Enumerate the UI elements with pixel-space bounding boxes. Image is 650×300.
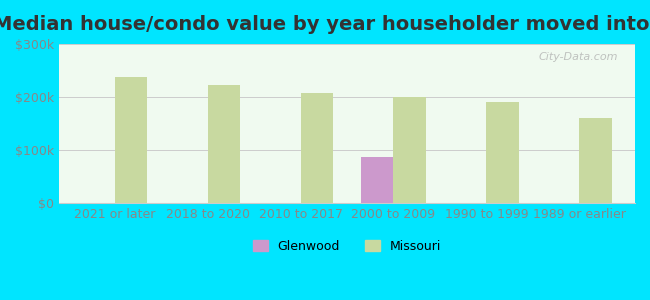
- Bar: [207, 85, 240, 203]
- Bar: [486, 102, 519, 203]
- Bar: [300, 93, 333, 203]
- Bar: [361, 157, 393, 203]
- Bar: [393, 97, 426, 203]
- Text: City-Data.com: City-Data.com: [538, 52, 617, 62]
- Title: Median house/condo value by year householder moved into unit: Median house/condo value by year househo…: [0, 15, 650, 34]
- Bar: [115, 77, 148, 203]
- Bar: [579, 118, 612, 203]
- Legend: Glenwood, Missouri: Glenwood, Missouri: [248, 235, 447, 258]
